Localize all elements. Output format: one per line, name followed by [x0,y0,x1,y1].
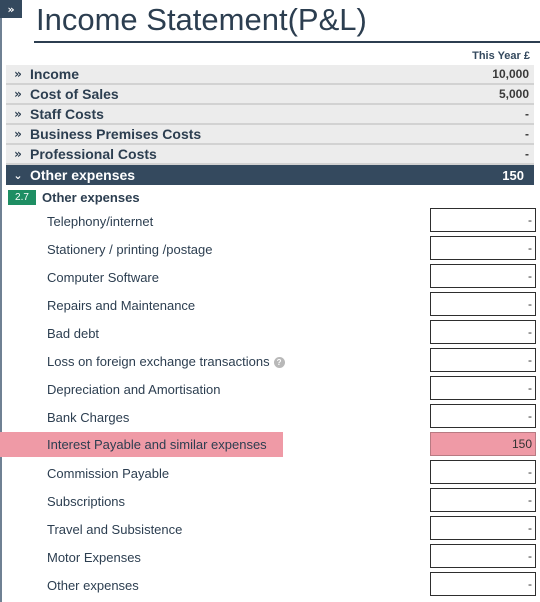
expense-amount-input[interactable] [430,292,536,316]
expense-row-bank-charges: Bank Charges [0,404,540,432]
double-chevron-down-icon: ⌄ [13,168,23,182]
expense-label: Bad debt [47,326,100,341]
expense-row-other: Other expenses [0,572,540,600]
section-amount: - [525,147,529,161]
expense-amount-input[interactable] [430,404,536,428]
section-income[interactable]: » Income 10,000 [6,65,534,85]
double-chevron-right-icon: » [14,127,22,141]
expense-label: Bank Charges [47,410,130,425]
section-label: Other expenses [30,167,136,183]
expense-label: Other expenses [47,578,139,593]
column-header-this-year: This Year £ [472,50,530,62]
expense-label: Computer Software [47,270,159,285]
expense-amount-input[interactable] [430,432,536,456]
expense-row-bad-debt: Bad debt [0,320,540,348]
expense-row-commission: Commission Payable [0,460,540,488]
section-label: Income [30,66,80,82]
expense-label: Repairs and Maintenance [47,298,196,313]
subsection-number-badge: 2.7 [8,190,36,205]
expense-row-travel: Travel and Subsistence [0,516,540,544]
expense-amount-input[interactable] [430,348,536,372]
double-chevron-right-icon: » [14,67,22,81]
section-label: Professional Costs [30,146,157,162]
left-divider [0,18,2,602]
expense-row-repairs: Repairs and Maintenance [0,292,540,320]
expense-amount-input[interactable] [430,572,536,596]
expense-label: Commission Payable [47,466,170,481]
expense-amount-input[interactable] [430,488,536,512]
expense-amount-input[interactable] [430,208,536,232]
expense-row-computer-software: Computer Software [0,264,540,292]
expense-amount-input[interactable] [430,516,536,540]
title-underline [34,41,540,43]
expense-label: Travel and Subsistence [47,522,183,537]
expense-label: Interest Payable and similar expenses [0,432,283,457]
subsection-title: Other expenses [42,190,140,205]
section-professional-costs[interactable]: » Professional Costs - [6,145,534,165]
section-label: Staff Costs [30,106,104,122]
section-amount: 10,000 [492,67,529,81]
section-staff-costs[interactable]: » Staff Costs - [6,105,534,125]
expense-row-depreciation: Depreciation and Amortisation [0,376,540,404]
section-amount: 150 [502,167,524,183]
expense-amount-input[interactable] [430,544,536,568]
expense-row-stationery: Stationery / printing /postage [0,236,540,264]
section-label: Business Premises Costs [30,126,202,142]
expense-amount-input[interactable] [430,236,536,260]
section-amount: - [525,127,529,141]
expense-row-telephony: Telephony/internet [0,208,540,236]
double-chevron-right-icon: » [14,107,22,121]
expense-row-interest-payable: Interest Payable and similar expenses [0,432,540,460]
help-icon[interactable]: ? [273,357,285,369]
section-amount: 5,000 [498,87,529,101]
section-other-expenses[interactable]: ⌄ Other expenses 150 [6,165,534,185]
expense-label: Depreciation and Amortisation [47,382,221,397]
expense-label: Telephony/internet [47,214,154,229]
expense-label: Motor Expenses [47,550,141,565]
expense-amount-input[interactable] [430,264,536,288]
expense-label: Loss on foreign exchange transactions [47,354,270,369]
expense-amount-input[interactable] [430,460,536,484]
double-chevron-right-icon: » [14,87,22,101]
expense-amount-input[interactable] [430,376,536,400]
expense-row-subscriptions: Subscriptions [0,488,540,516]
expand-panel-icon[interactable]: » [0,0,22,18]
section-cost-of-sales[interactable]: » Cost of Sales 5,000 [6,85,534,105]
double-chevron-right-icon: » [14,147,22,161]
expense-amount-input[interactable] [430,320,536,344]
page-title: Income Statement(P&L) [36,2,367,37]
expense-label-with-help: Loss on foreign exchange transactions? [47,354,285,369]
section-amount: - [525,107,529,121]
expense-row-motor: Motor Expenses [0,544,540,572]
expense-row-foreign-exchange: Loss on foreign exchange transactions? [0,348,540,376]
section-business-premises-costs[interactable]: » Business Premises Costs - [6,125,534,145]
expense-label: Stationery / printing /postage [47,242,213,257]
expense-label: Subscriptions [47,494,126,509]
section-label: Cost of Sales [30,86,119,102]
